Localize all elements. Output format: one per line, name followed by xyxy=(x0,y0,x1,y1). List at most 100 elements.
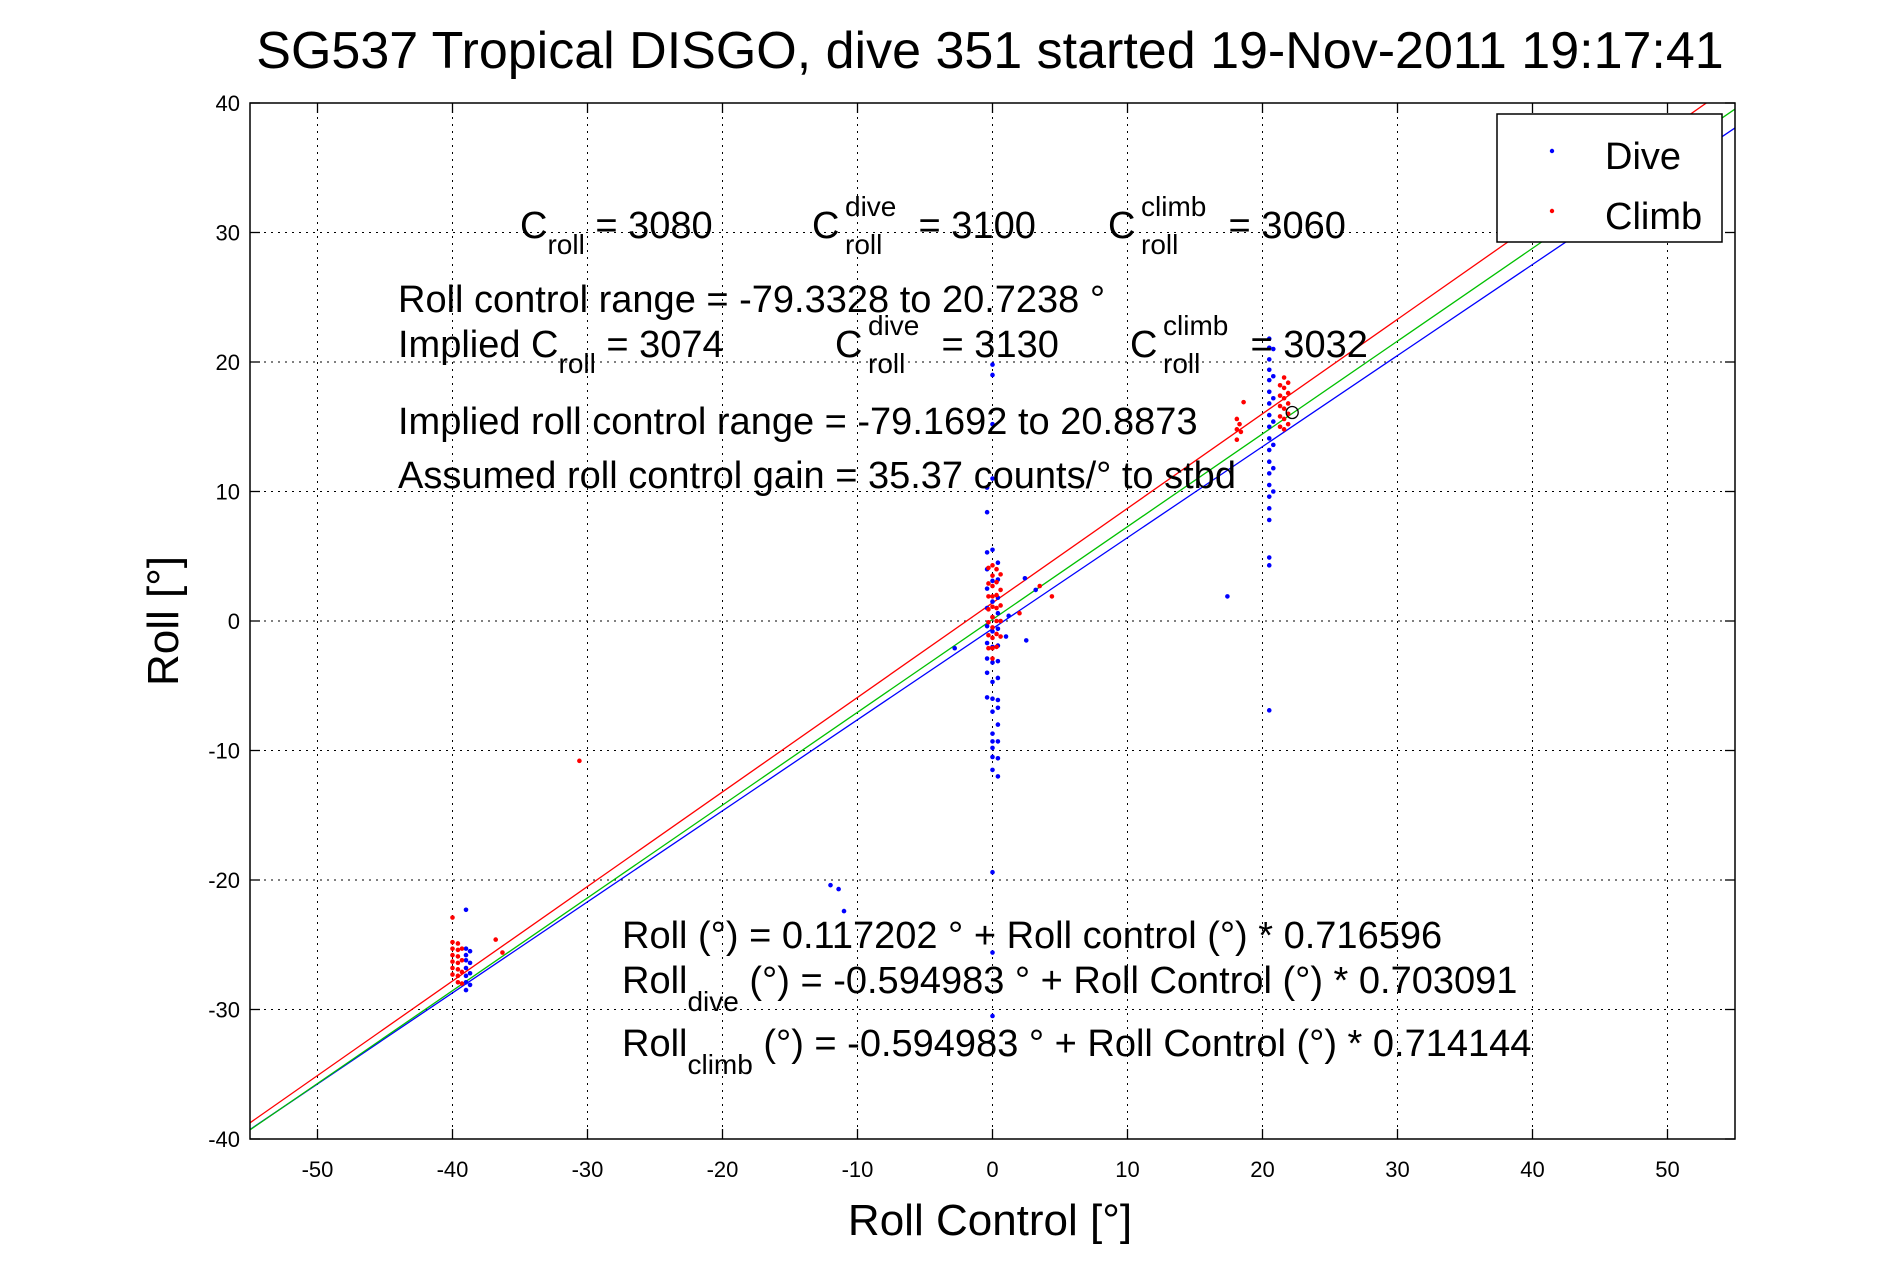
climb-point xyxy=(455,947,461,953)
climb-point xyxy=(986,581,991,586)
dive-point xyxy=(984,656,990,661)
dive-point xyxy=(1266,412,1272,418)
climb-point xyxy=(1049,594,1055,599)
climb-point xyxy=(1241,399,1246,405)
climb-point xyxy=(455,967,461,972)
climb-point xyxy=(1277,393,1283,398)
dive-point xyxy=(990,745,995,751)
dive-point xyxy=(990,869,995,875)
x-tick-label: 10 xyxy=(1115,1157,1139,1182)
climb-point xyxy=(986,594,991,599)
grid xyxy=(250,103,1735,1139)
dive-point xyxy=(828,882,833,888)
dive-point xyxy=(995,774,1001,779)
dive-point xyxy=(1266,367,1272,373)
climb-point xyxy=(450,946,455,951)
x-axis-label: Roll Control [°] xyxy=(848,1196,1132,1245)
dive-point xyxy=(990,547,995,553)
dive-point xyxy=(1266,336,1272,341)
y-tick-label: 0 xyxy=(228,609,240,634)
climb-point xyxy=(1017,610,1022,616)
implied-c-roll-annotation: Implied Croll = 3074 xyxy=(398,324,724,379)
gain-annotation: Assumed roll control gain = 35.37 counts… xyxy=(398,455,1236,497)
dive-point xyxy=(463,980,469,985)
y-tick-label: 30 xyxy=(216,221,240,246)
climb-point xyxy=(990,604,995,610)
climb-point xyxy=(994,618,999,624)
dive-point xyxy=(463,907,469,913)
dive-point xyxy=(1271,442,1276,448)
dive-point xyxy=(1266,401,1272,406)
dive-point xyxy=(1266,389,1272,395)
climb-point xyxy=(986,607,991,612)
climb-point xyxy=(459,946,465,951)
climb-point xyxy=(493,937,499,942)
dive-point xyxy=(990,679,995,685)
dive-point xyxy=(463,965,469,971)
climb-point xyxy=(1281,375,1287,380)
dive-point xyxy=(1266,447,1272,453)
dive-point xyxy=(1266,345,1272,351)
dive-point xyxy=(463,987,469,993)
dive-point xyxy=(990,709,995,714)
y-tick-label: 10 xyxy=(216,480,240,505)
dive-point xyxy=(990,421,995,427)
legend-climb-marker xyxy=(1549,208,1555,214)
dive-point xyxy=(1266,517,1272,523)
dive-point xyxy=(995,675,1001,681)
climb-point xyxy=(450,915,455,920)
y-tick-label: 20 xyxy=(216,350,240,375)
climb-point xyxy=(1285,401,1291,406)
climb-point xyxy=(990,656,995,661)
dive-point xyxy=(1266,424,1272,430)
climb-point xyxy=(998,572,1003,577)
climb-point xyxy=(459,957,465,963)
x-tick-label: -10 xyxy=(842,1157,874,1182)
legend-dive-marker xyxy=(1549,148,1555,154)
roll-control-range-annotation: Roll control range = -79.3328 to 20.7238… xyxy=(398,279,1105,321)
dive-point xyxy=(990,1013,995,1019)
equation-overall: Roll (°) = 0.117202 ° + Roll control (°)… xyxy=(622,915,1442,957)
climb-point xyxy=(986,632,991,638)
climb-point xyxy=(994,605,999,611)
climb-point xyxy=(1234,416,1240,422)
dive-point xyxy=(1266,708,1272,713)
dive-point xyxy=(984,485,990,490)
climb-point xyxy=(994,592,999,598)
dive-point xyxy=(990,629,995,634)
dive-point xyxy=(1271,489,1276,494)
dive-point xyxy=(990,599,995,604)
dive-point xyxy=(1266,436,1272,441)
dive-point xyxy=(1225,594,1230,599)
legend-box xyxy=(1496,113,1723,243)
dive-point xyxy=(1266,563,1272,568)
x-tick-label: 30 xyxy=(1385,1157,1409,1182)
y-tick-label: -10 xyxy=(208,739,240,764)
dive-point xyxy=(995,722,1001,727)
climb-point xyxy=(1277,414,1283,419)
dive-point xyxy=(990,739,995,744)
dive-point xyxy=(990,950,995,955)
climb-point xyxy=(450,939,455,945)
dive-point xyxy=(467,948,473,954)
climb-point xyxy=(455,954,461,959)
climb-point xyxy=(986,619,991,625)
dive-point xyxy=(984,586,990,591)
x-tick-label: 20 xyxy=(1250,1157,1274,1182)
climb-point xyxy=(990,614,995,620)
dive-point xyxy=(467,960,473,966)
dive-point xyxy=(1033,587,1038,593)
dive-point xyxy=(1271,346,1276,352)
y-tick-label: -30 xyxy=(208,998,240,1023)
climb-point xyxy=(1277,424,1283,430)
dive-point xyxy=(984,695,990,700)
x-tick-label: -30 xyxy=(572,1157,604,1182)
y-tick-label: -20 xyxy=(208,868,240,893)
climb-point xyxy=(990,573,995,578)
climb-point xyxy=(450,965,455,971)
climb-point xyxy=(1238,429,1244,435)
dive-point xyxy=(1271,465,1276,471)
climb-point xyxy=(455,960,461,966)
equation-climb: Rollclimb (°) = -0.594983 ° + Roll Contr… xyxy=(622,1023,1531,1080)
